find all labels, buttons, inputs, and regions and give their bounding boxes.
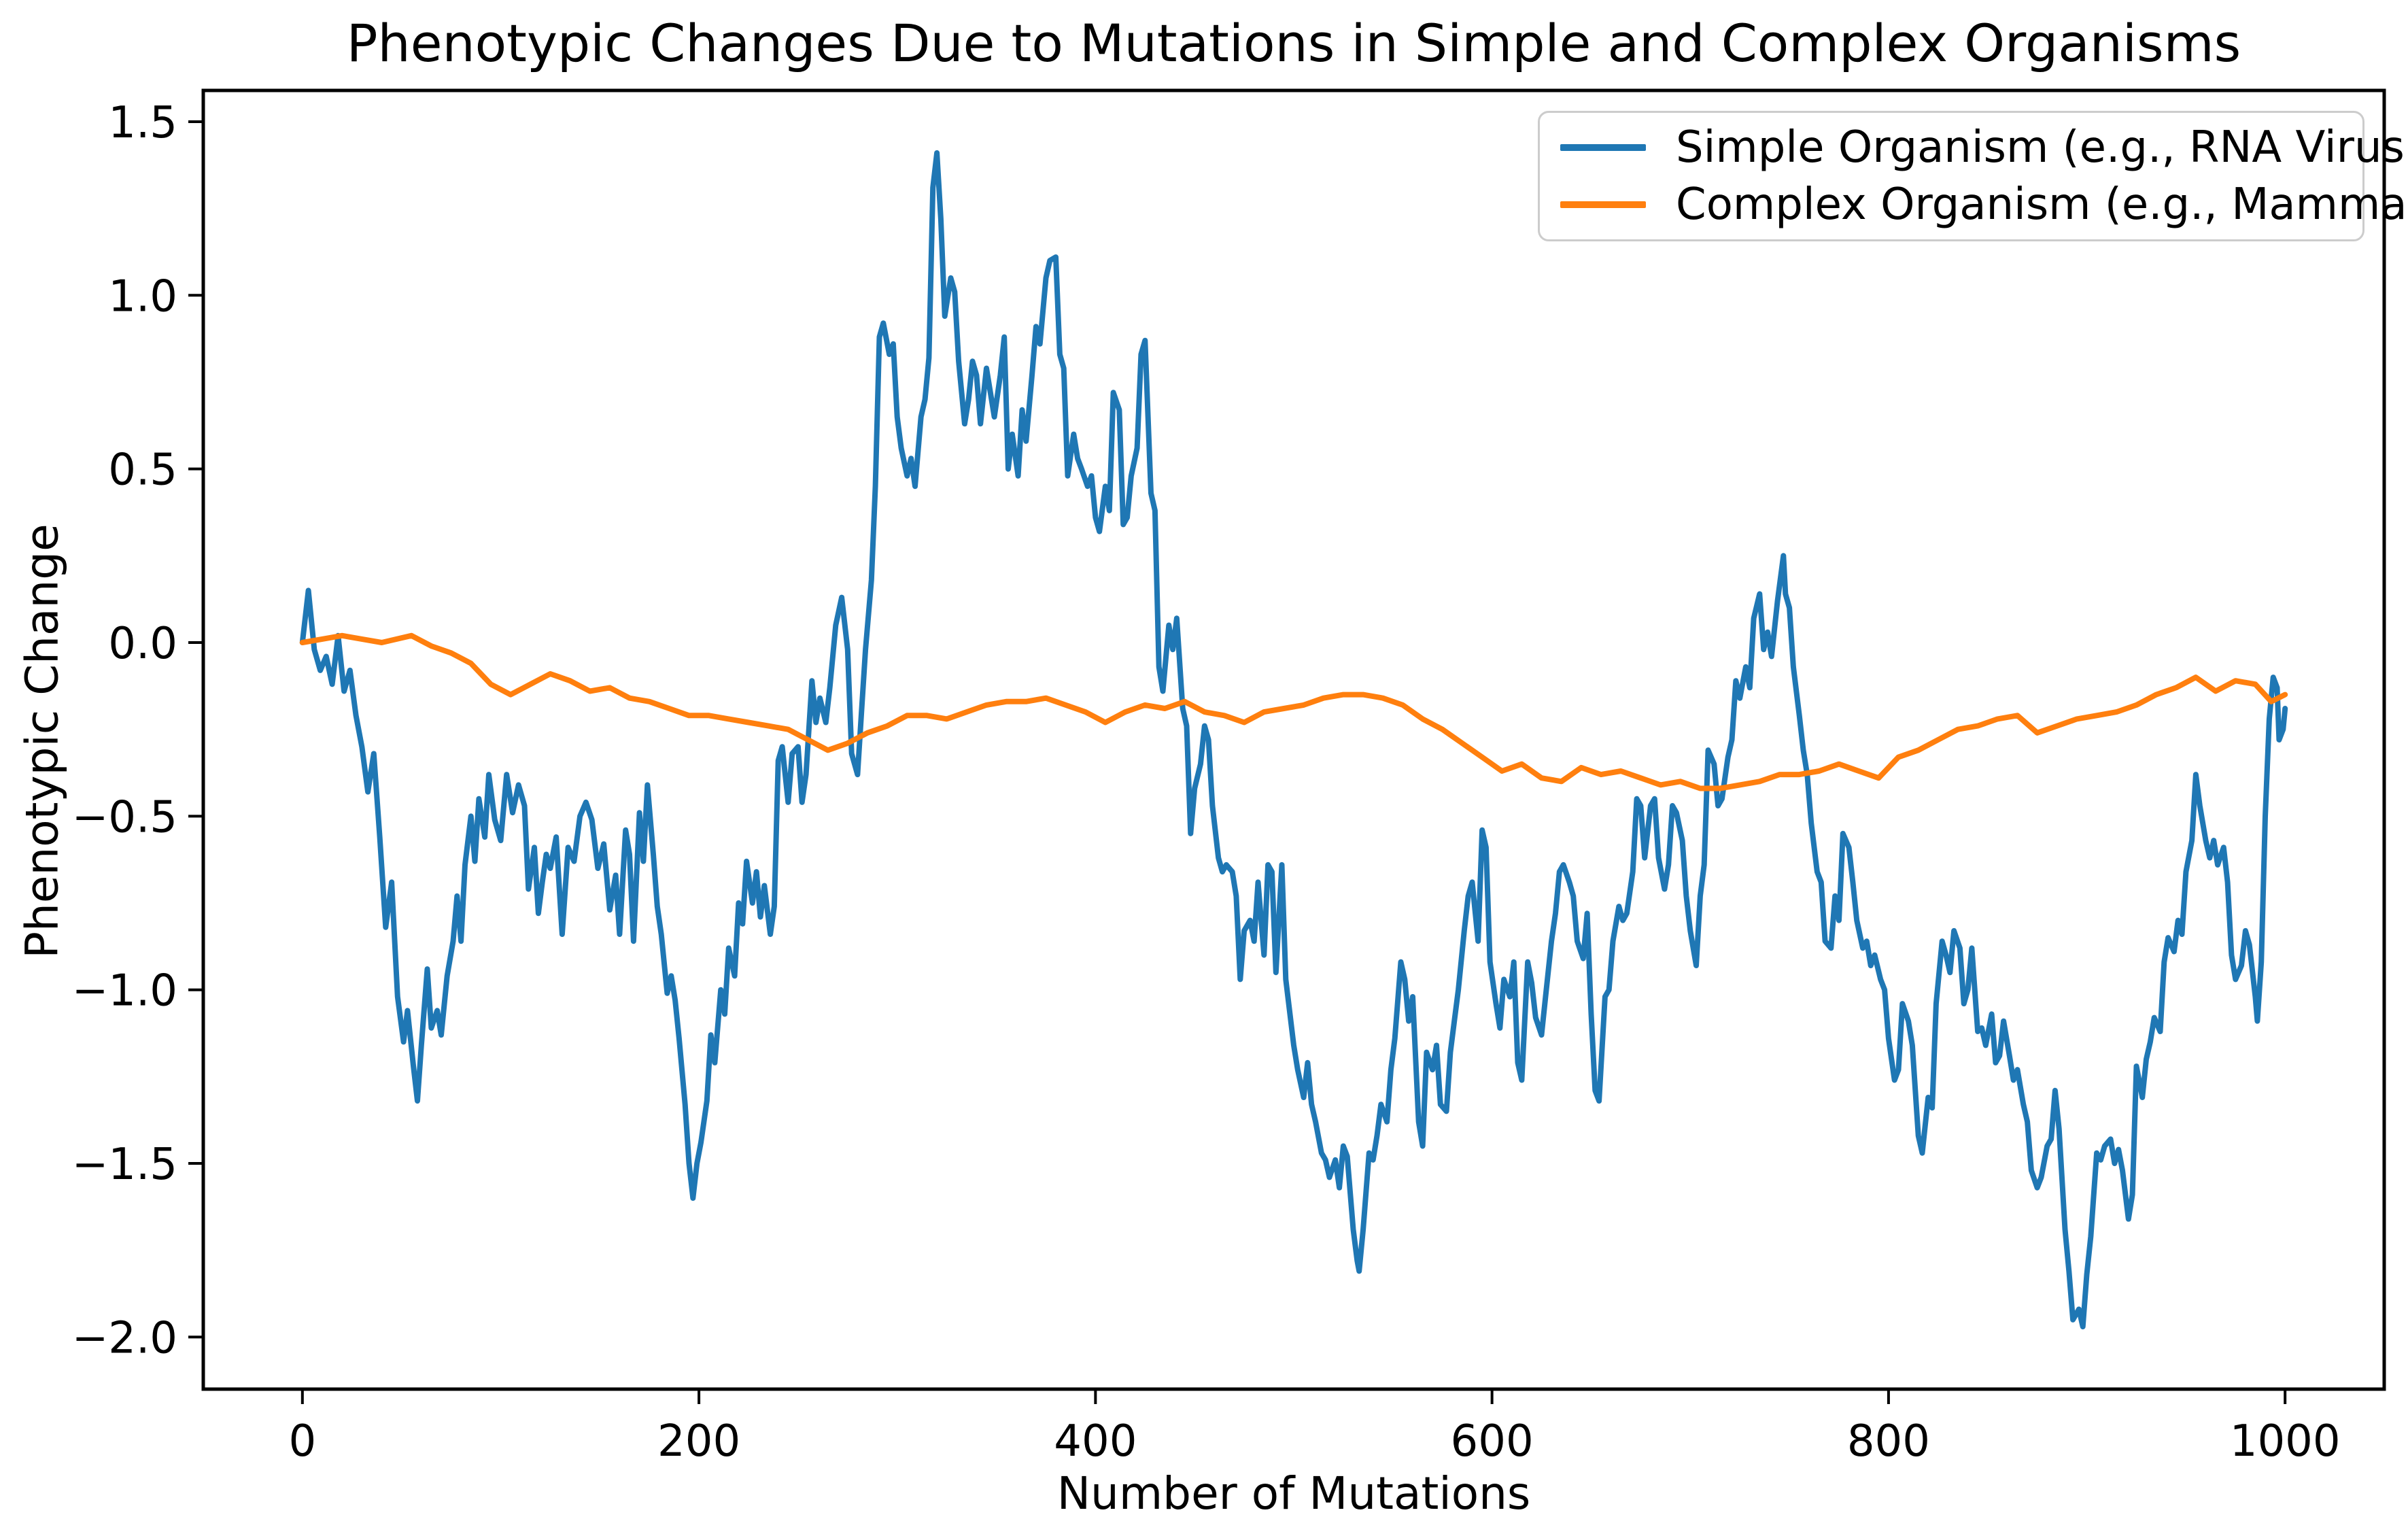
series-line-simple-organism [299,150,2288,1330]
series-line-complex-organism [299,632,2288,791]
y-tick-label: 1.5 [108,98,177,148]
plot-frame [201,88,2386,1391]
x-tick-label: 600 [1451,1416,1534,1467]
y-tick-label: −1.5 [72,1140,177,1190]
y-tick-label: 0.0 [108,619,177,669]
legend-label: Complex Organism (e.g., Mammal) [1676,180,2408,230]
y-tick-label: −1.0 [72,966,177,1017]
legend-label: Simple Organism (e.g., RNA Virus) [1676,122,2408,173]
legend-line-sample-blue [1560,144,1646,151]
legend-entry-simple-organism: Simple Organism (e.g., RNA Virus) [1560,125,2408,170]
y-tick-label: 1.0 [108,271,177,322]
x-tick-label: 0 [288,1416,316,1467]
y-tick-label: −0.5 [72,792,177,842]
x-tick-label: 1000 [2230,1416,2341,1467]
x-tick-label: 200 [657,1416,740,1467]
legend-line-sample-orange [1560,201,1646,208]
x-axis-label: Number of Mutations [1056,1467,1531,1520]
x-tick-label: 400 [1054,1416,1137,1467]
x-tick-label: 800 [1847,1416,1930,1467]
page-title: Phenotypic Changes Due to Mutations in S… [346,13,2241,73]
y-tick-label: −2.0 [72,1313,177,1363]
y-axis-label: Phenotypic Change [16,524,69,959]
y-tick-label: 0.5 [108,445,177,496]
legend-box: Simple Organism (e.g., RNA Virus) Comple… [1538,111,2408,241]
legend-entry-complex-organism: Complex Organism (e.g., Mammal) [1560,182,2408,227]
